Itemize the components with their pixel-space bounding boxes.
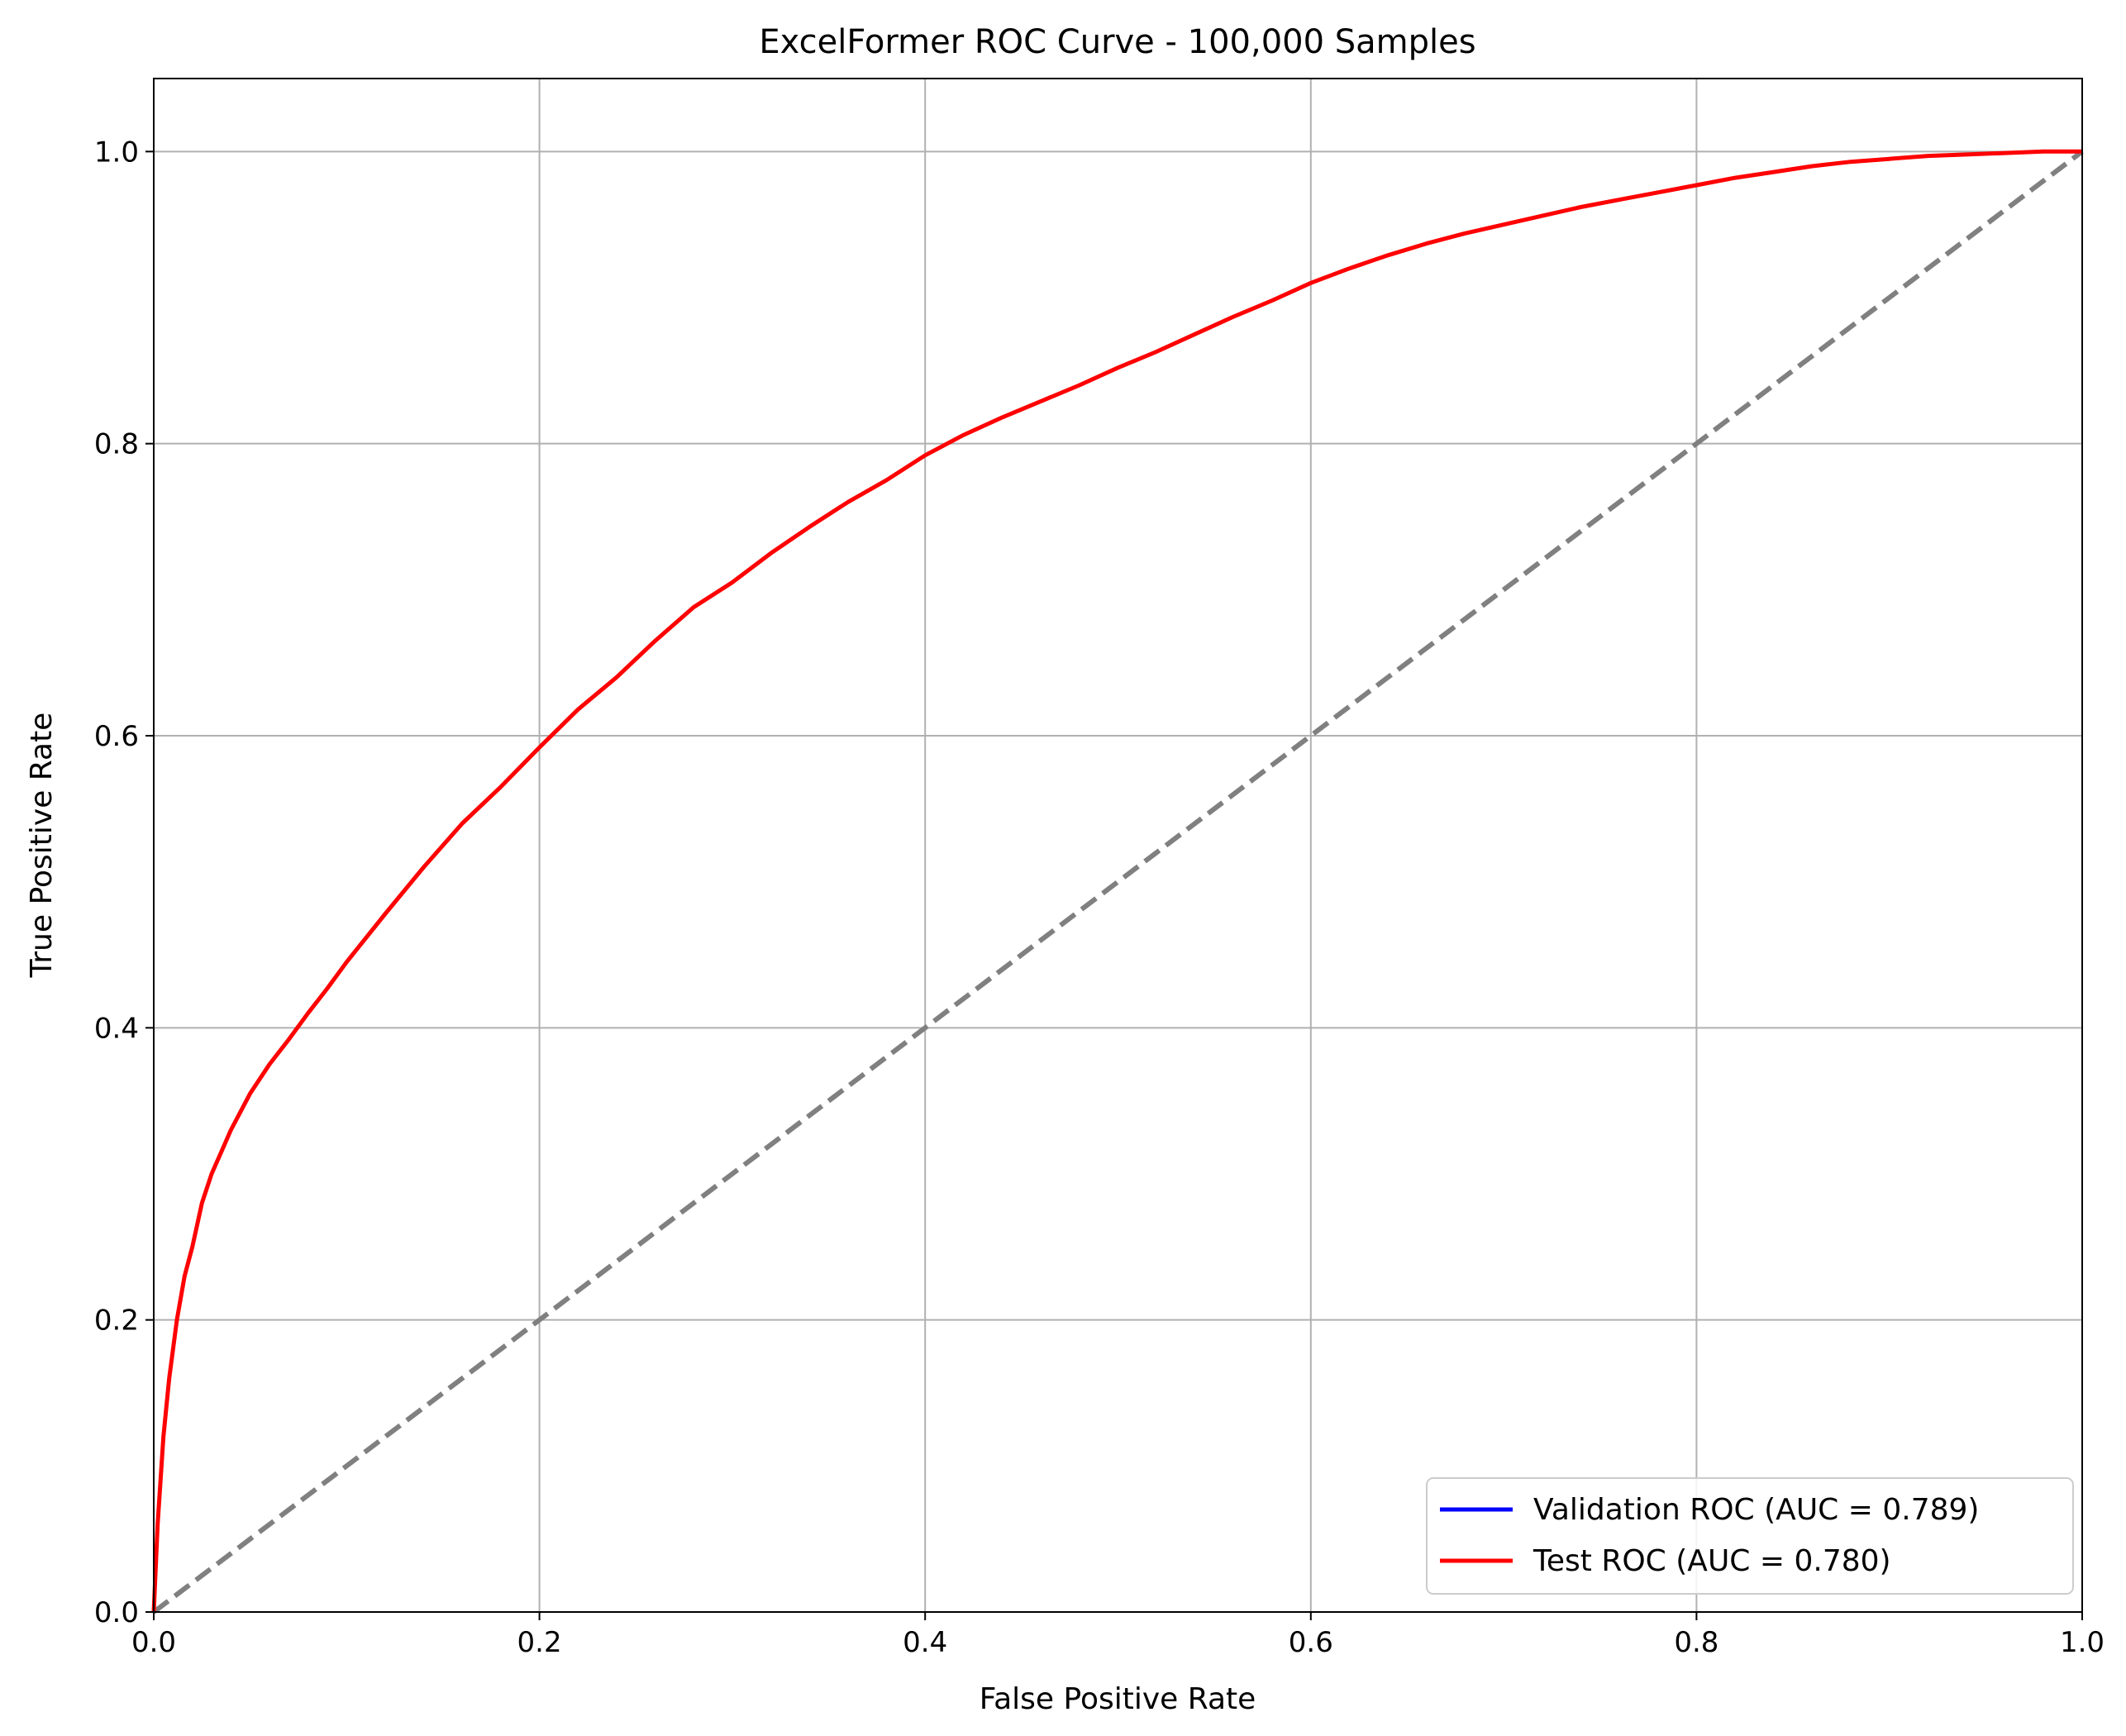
legend-label-1: Test ROC (AUC = 0.780) [1533,1544,1891,1578]
tick-layer: 0.0 0.2 0.4 0.6 0.8 1.0 0.0 0.2 0.4 0.6 0.8 1.0 [94,136,2105,1659]
y-tick-label: 0.0 [94,1596,139,1629]
series-layer [151,149,2084,1614]
y-tick-label: 0.2 [94,1304,139,1338]
legend-box [1426,1477,2074,1595]
x-tick-label: 0.0 [131,1626,176,1659]
y-tick-label: 0.4 [94,1012,139,1045]
y-tick-label: 0.8 [94,428,139,461]
y-axis-label: True Positive Rate [25,713,59,979]
legend-label-0: Validation ROC (AUC = 0.789) [1533,1493,1979,1527]
x-tick-label: 0.8 [1674,1626,1718,1659]
x-tick-label: 1.0 [2060,1626,2105,1659]
y-tick-label: 1.0 [94,136,139,169]
x-tick-label: 0.4 [903,1626,947,1659]
x-tick-label: 0.6 [1289,1626,1333,1659]
x-axis-label: False Positive Rate [980,1682,1256,1716]
series-line-1 [151,149,2082,1613]
chance-diagonal-line [152,149,2084,1614]
y-tick-label: 0.6 [94,720,139,753]
plot-frame [153,78,2083,1613]
x-tick-label: 0.2 [517,1626,562,1659]
chart-title: ExcelFormer ROC Curve - 100,000 Samples [759,23,1475,61]
legend: Validation ROC (AUC = 0.789) Test ROC (AU… [1426,1477,2074,1595]
